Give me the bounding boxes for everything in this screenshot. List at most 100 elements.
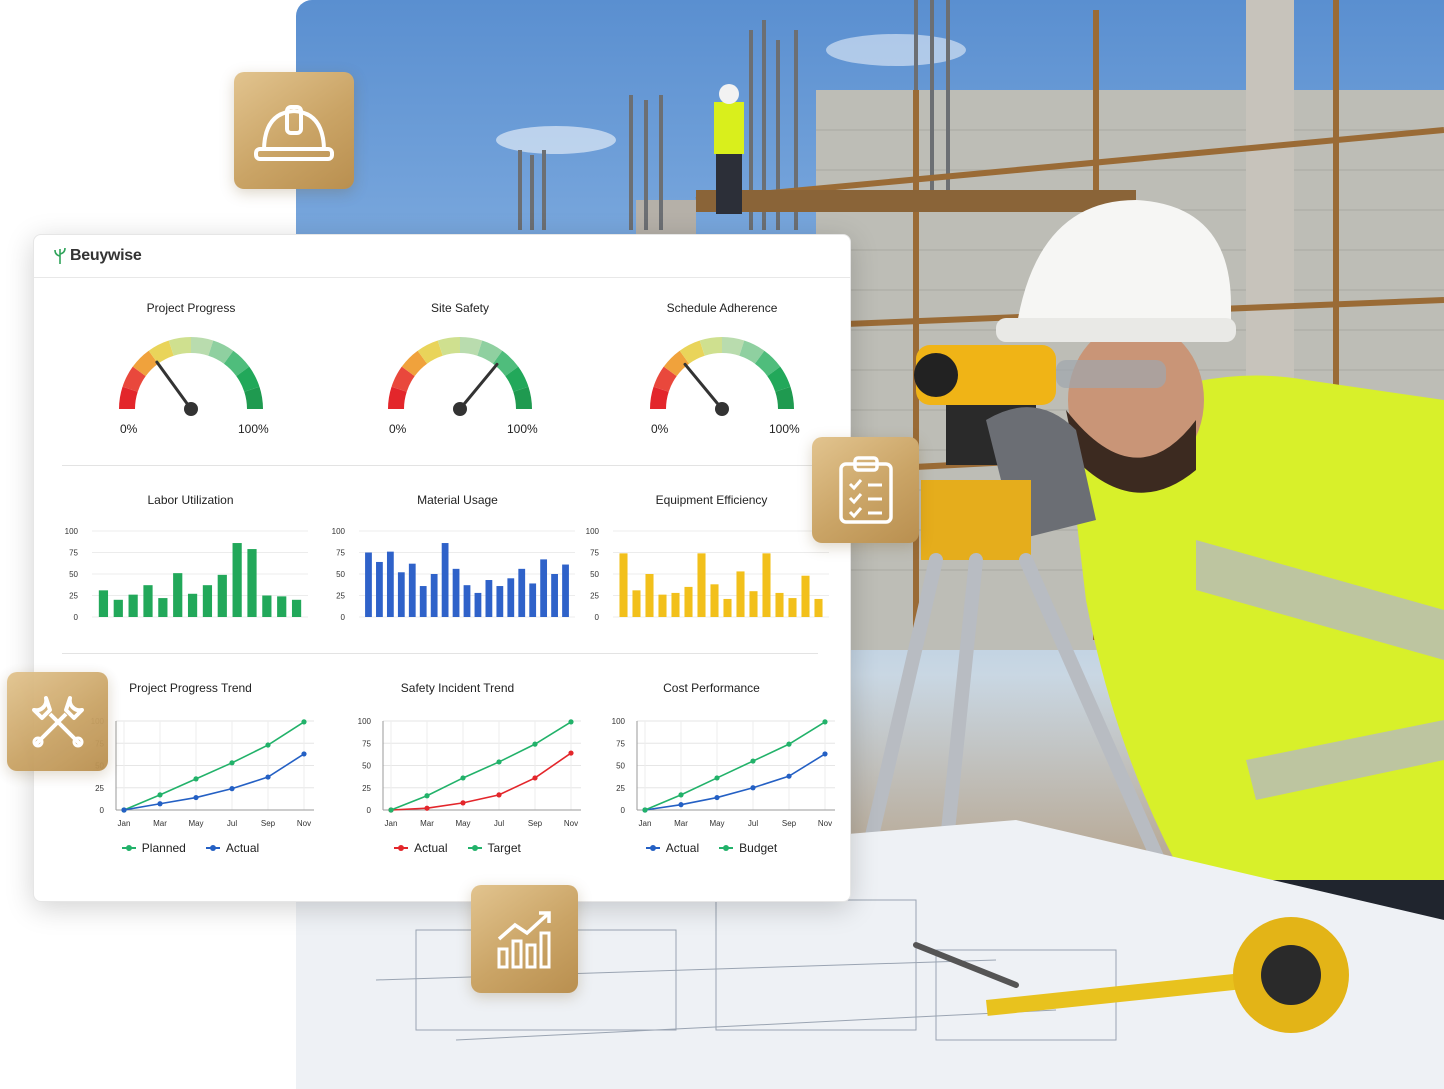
bar xyxy=(419,586,427,617)
y-tick-label: 25 xyxy=(336,592,345,601)
y-tick-label: 50 xyxy=(590,570,599,579)
chart-panel-material-usage: Material Usage 100 75 50 25 0 xyxy=(325,493,590,633)
gauge-max-label: 100% xyxy=(238,422,269,436)
data-point xyxy=(750,758,756,764)
bar xyxy=(128,594,138,617)
x-tick-label: Jul xyxy=(227,819,237,828)
x-tick-label: Nov xyxy=(297,819,311,828)
y-tick-label: 100 xyxy=(358,717,372,726)
bar xyxy=(736,571,745,617)
y-tick-label: 25 xyxy=(590,592,599,601)
gauge-segment xyxy=(739,340,765,364)
gauge-hub xyxy=(715,402,729,416)
gauge-segment xyxy=(191,337,214,356)
legend-label: Target xyxy=(487,841,521,855)
bar xyxy=(202,585,213,617)
bar xyxy=(619,553,628,617)
gauge-title: Site Safety xyxy=(430,301,490,315)
bar xyxy=(441,543,449,617)
chart-panel-safety-incident-trend: Safety Incident Trend 100 75 50 25 0 Jan Mar Ma… xyxy=(325,681,590,871)
series-line xyxy=(390,721,572,811)
gauge-segment xyxy=(148,340,174,364)
gauge-segment xyxy=(699,337,722,356)
growth-chart-icon xyxy=(497,911,551,969)
bar xyxy=(801,575,810,617)
data-point xyxy=(424,805,430,811)
chart-legend: Actual Budget xyxy=(579,841,844,855)
gauge-panel-schedule-adherence: Schedule Adherence 0% 100% xyxy=(627,301,817,441)
gauge-max-label: 100% xyxy=(769,422,800,436)
legend-swatch xyxy=(467,845,482,851)
brand-logo: Beuywise xyxy=(54,247,142,265)
x-tick-label: Nov xyxy=(564,819,578,828)
chart-panel-cost-performance: Cost Performance 100 75 50 25 0 Jan Mar May Jul S… xyxy=(579,681,844,871)
gauge-segment xyxy=(437,337,460,356)
bar xyxy=(507,578,515,617)
data-point xyxy=(265,774,271,780)
y-tick-label: 0 xyxy=(341,613,346,622)
y-tick-label: 50 xyxy=(362,762,371,771)
gauge-segment xyxy=(754,350,781,377)
y-tick-label: 75 xyxy=(336,549,345,558)
y-tick-label: 75 xyxy=(362,739,371,748)
y-tick-label: 50 xyxy=(616,762,625,771)
bar xyxy=(262,595,272,617)
y-tick-label: 100 xyxy=(65,527,79,536)
legend-swatch xyxy=(205,845,220,851)
y-tick-label: 50 xyxy=(69,570,78,579)
data-point xyxy=(496,792,502,798)
chart-legend: Planned Actual xyxy=(58,841,323,855)
bar-chart: 100 75 50 25 0 xyxy=(332,527,575,622)
gauge-segment xyxy=(653,366,677,392)
gauge-hub xyxy=(453,402,467,416)
gauge-segment xyxy=(119,386,138,409)
series-line xyxy=(644,721,826,811)
gauge-needle xyxy=(458,362,499,411)
bar xyxy=(762,553,771,617)
gauge-segment xyxy=(722,337,745,356)
data-point xyxy=(121,807,127,813)
bar xyxy=(814,598,823,617)
data-point xyxy=(822,751,828,757)
clipboard-checklist-icon xyxy=(838,456,893,524)
gauge-segment xyxy=(679,340,705,364)
gauge-title: Schedule Adherence xyxy=(666,301,778,315)
y-tick-label: 75 xyxy=(590,549,599,558)
y-tick-label: 100 xyxy=(612,717,626,726)
row-divider xyxy=(62,465,818,466)
bar xyxy=(562,564,569,617)
gauge-segment xyxy=(460,337,483,356)
x-tick-label: Sep xyxy=(782,819,797,828)
tools-icon xyxy=(31,695,84,747)
x-tick-label: Mar xyxy=(153,819,167,828)
bar xyxy=(749,591,758,617)
gauge-max-label: 100% xyxy=(507,422,538,436)
gauge-segment xyxy=(132,350,159,377)
gauge-panel-project-progress: Project Progress 0% 100% xyxy=(96,301,286,441)
chart-title: Material Usage xyxy=(417,493,498,507)
gauge-segment xyxy=(236,366,260,392)
y-tick-label: 50 xyxy=(336,570,345,579)
y-tick-label: 0 xyxy=(595,613,600,622)
x-tick-label: May xyxy=(188,819,203,828)
chart-legend: Actual Target xyxy=(325,841,590,855)
y-tick-label: 75 xyxy=(616,739,625,748)
legend-swatch xyxy=(394,845,409,851)
y-tick-label: 0 xyxy=(367,806,372,815)
y-tick-label: 25 xyxy=(95,784,104,793)
x-tick-label: Jul xyxy=(494,819,504,828)
legend-label: Actual xyxy=(665,841,700,855)
legend-item: Actual xyxy=(205,841,259,855)
data-point xyxy=(532,775,538,781)
x-tick-label: Jan xyxy=(639,819,652,828)
y-tick-label: 0 xyxy=(100,806,105,815)
gauge-needle xyxy=(683,362,724,411)
y-tick-label: 0 xyxy=(74,613,79,622)
chart-title: Labor Utilization xyxy=(147,493,234,507)
chart-title: Cost Performance xyxy=(663,681,760,695)
bar xyxy=(277,596,287,617)
data-point xyxy=(265,742,271,748)
legend-swatch xyxy=(645,845,660,851)
bar xyxy=(658,594,667,617)
chart-title: Safety Incident Trend xyxy=(400,681,515,695)
